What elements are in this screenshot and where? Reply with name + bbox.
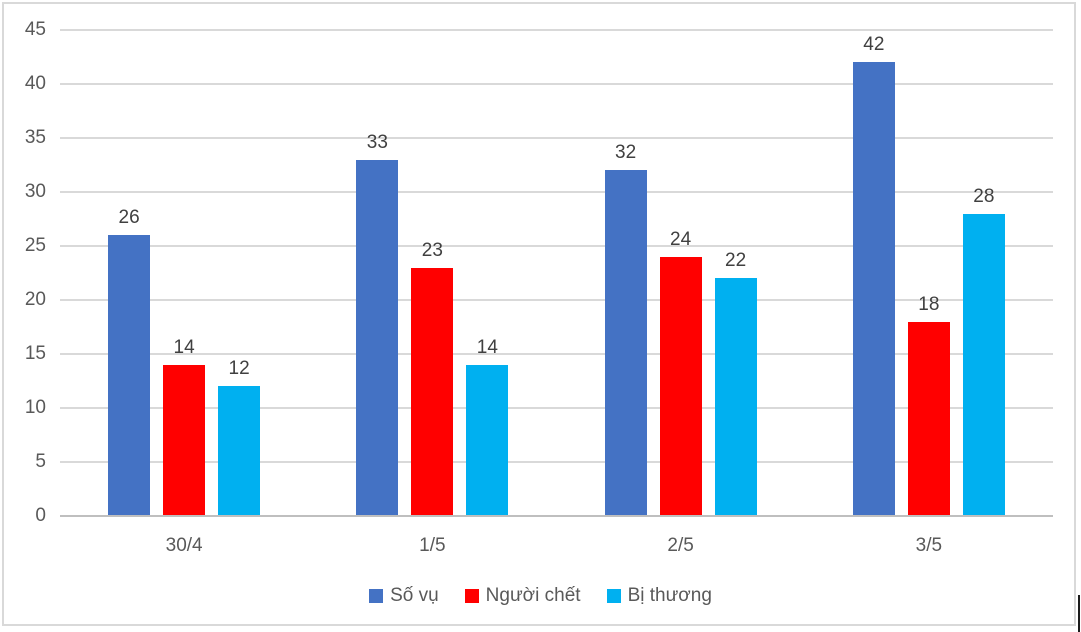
bar-value-label: 12 <box>228 358 250 380</box>
bar-groups: 26 14 12 33 23 14 32 24 22 42 18 28 <box>60 30 1053 516</box>
y-tick-label-10: 10 <box>24 397 46 418</box>
bar-value-label: 32 <box>615 142 637 164</box>
gridline-25 <box>60 245 1053 247</box>
y-tick-label-35: 35 <box>24 127 46 148</box>
bar-value-label: 42 <box>863 34 885 56</box>
y-tick-label-5: 5 <box>35 451 46 472</box>
bar-group-1/5: 33 23 14 <box>308 30 556 516</box>
bar-Số vụ-2/5: 32 <box>604 142 647 516</box>
gridline-40 <box>60 83 1053 85</box>
bar-Người chết-2/5: 24 <box>659 229 702 516</box>
y-axis: 0 5 10 15 20 25 30 35 40 45 <box>0 19 46 526</box>
x-category-label-30/4: 30/4 <box>165 535 203 556</box>
y-tick-label-0: 0 <box>35 505 46 526</box>
bar-Người chết-1/5: 23 <box>411 240 454 516</box>
bar-value-label: 23 <box>421 239 443 261</box>
legend-swatch-icon <box>606 589 621 603</box>
gridline-10 <box>60 407 1053 409</box>
legend-label: Người chết <box>485 585 581 606</box>
x-category-label-2/5: 2/5 <box>667 535 694 556</box>
legend: Số vụ Người chết Bị thương <box>0 585 1081 607</box>
bar-Bị thương-3/5: 28 <box>962 186 1005 516</box>
gridline-15 <box>60 353 1053 355</box>
y-tick-label-25: 25 <box>24 235 46 256</box>
bar-Người chết-30/4: 14 <box>163 337 206 516</box>
bar-value-label: 24 <box>670 228 692 250</box>
bar-group-30/4: 26 14 12 <box>60 30 308 516</box>
gridline-5 <box>60 461 1053 463</box>
plot-area: 26 14 12 33 23 14 32 24 22 42 18 28 <box>60 29 1053 517</box>
bar-Số vụ-3/5: 42 <box>852 34 895 516</box>
gridline-35 <box>60 137 1053 139</box>
bar-Số vụ-30/4: 26 <box>108 207 151 516</box>
legend-item-Số vụ: Số vụ <box>369 585 439 607</box>
bar-group-3/5: 42 18 28 <box>805 30 1053 516</box>
bar-Người chết-3/5: 18 <box>907 294 950 516</box>
gridline-20 <box>60 299 1053 301</box>
x-category-label-3/5: 3/5 <box>915 535 943 556</box>
bar-group-2/5: 32 24 22 <box>557 30 805 516</box>
bar-Bị thương-1/5: 14 <box>466 337 509 516</box>
bar-value-label: 26 <box>118 207 140 229</box>
y-tick-label-45: 45 <box>24 19 46 40</box>
screen-edge-line <box>1078 595 1080 632</box>
legend-label: Bị thương <box>627 585 712 606</box>
x-axis: 30/4 1/5 2/5 3/5 <box>60 535 1053 559</box>
gridline-45 <box>60 29 1053 31</box>
x-category-label-1/5: 1/5 <box>419 535 446 556</box>
bar-value-label: 14 <box>173 336 195 358</box>
bar-Số vụ-1/5: 33 <box>356 132 399 516</box>
gridline-30 <box>60 191 1053 193</box>
x-axis-line <box>60 515 1053 517</box>
legend-swatch-icon <box>464 589 479 603</box>
bar-value-label: 18 <box>918 293 940 315</box>
legend-label: Số vụ <box>390 585 439 606</box>
legend-item-Bị thương: Bị thương <box>606 585 712 607</box>
legend-swatch-icon <box>369 589 384 603</box>
bar-value-label: 14 <box>476 336 498 358</box>
y-tick-label-20: 20 <box>24 289 46 310</box>
bar-Bị thương-30/4: 12 <box>218 358 261 516</box>
bar-Bị thương-2/5: 22 <box>714 250 757 516</box>
y-tick-label-40: 40 <box>24 73 46 94</box>
y-tick-label-30: 30 <box>24 181 46 202</box>
bar-value-label: 28 <box>973 185 995 207</box>
bar-value-label: 33 <box>366 131 388 153</box>
legend-item-Người chết: Người chết <box>464 585 581 607</box>
y-tick-label-15: 15 <box>24 343 46 364</box>
bar-value-label: 22 <box>725 250 747 272</box>
